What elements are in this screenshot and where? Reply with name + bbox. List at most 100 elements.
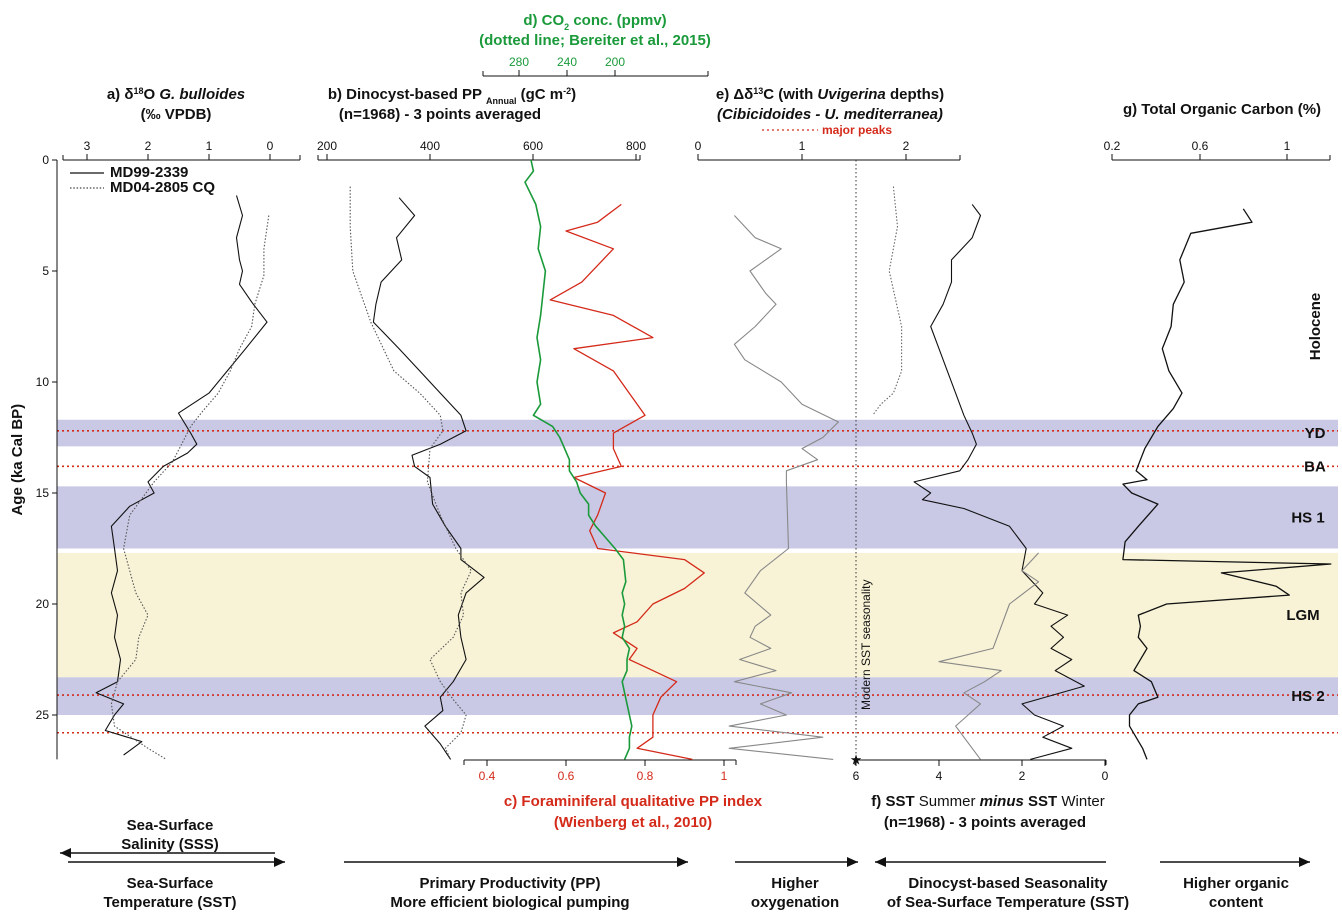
panel-b-title-part: ) [571,86,576,103]
series-f-grey [938,552,1040,760]
period-label-hs-2: HS 2 [1291,688,1324,705]
axis-tick-label-d: 200 [605,55,625,69]
period-bands [57,419,1338,715]
series-a-md04-2805-cq [110,215,270,760]
panel-e-title-line2: (Cibicidoides - U. mediterranea) [717,106,943,123]
legend-major-peaks-label: major peaks [822,123,892,137]
panel-a-title-part: a) δ [107,86,134,103]
axis-tick-label-f: 4 [936,769,943,783]
bottom-ox-line2: oxygenation [751,894,839,911]
axis-tick-label-g: 0.6 [1192,139,1209,153]
series-f-md04-2805-cq [872,186,903,416]
y-tick-label: 5 [42,264,49,278]
band-hs-1 [57,486,1338,549]
series-b-md04-2805-cq [349,186,472,760]
period-label-holocene: Holocene [1307,293,1324,361]
series-b-md99-2339 [372,197,485,760]
panel-f-title-part: Winter [1061,793,1104,810]
bottom-org-line1: Higher organic [1183,875,1289,892]
bottom-sss-line1: Sea-Surface [127,817,214,834]
panel-a-title: a) δ18O G. bulloides [107,86,245,103]
y-tick-label: 0 [42,153,49,167]
panel-a-title-part: O [143,86,159,103]
panel-e-title-part: 13 [753,86,763,96]
series-c-foraminiferal-pp [549,203,705,761]
axis-tick-label-c: 0.6 [558,769,575,783]
panel-f-title-part: f) SST [871,793,919,810]
axis-tick-label-d: 240 [557,55,577,69]
panel-a-title-line2: (‰ VPDB) [141,106,212,123]
axis-tick-label-e: 2 [903,139,910,153]
arrow-sss-head [60,848,71,858]
series-g-toc [1122,208,1332,760]
bottom-seas-line1: Dinocyst-based Seasonality [908,875,1108,892]
panel-d-title-part: conc. (ppmv) [569,12,667,29]
panel-f-title-line2: (n=1968) - 3 points averaged [884,814,1086,831]
y-axis-label: Age (ka Cal BP) [9,404,26,516]
axis-tick-label-b: 600 [523,139,543,153]
bottom-pp-line1: Primary Productivity (PP) [420,875,601,892]
panel-e-title-part: e) Δδ [716,86,753,103]
panel-b-title-part: b) Dinocyst-based PP [328,86,486,103]
panel-f-title-part: Summer [919,793,976,810]
legend-label-md04: MD04-2805 CQ [110,179,215,196]
bottom-sss-line2: Salinity (SSS) [121,836,219,853]
band-yd [57,419,1338,447]
panel-f-title-part: SST [1024,793,1062,810]
arrow-oxygenation-head [847,857,858,867]
bottom-ox-line1: Higher [771,875,819,892]
panel-f-title-part: minus [980,793,1024,810]
series-e-delta-d13c [728,215,839,760]
axis-tick-label-f: 0 [1102,769,1109,783]
panel-c-title-line2: (Wienberg et al., 2010) [554,814,712,831]
panel-b-title-part: (gC m [516,86,563,103]
panel-a-title-part: 18 [133,86,143,96]
panel-b-title-part: -2 [563,86,571,96]
axis-tick-label-d: 280 [509,55,529,69]
major-peak-lines [57,430,1338,734]
y-tick-label: 25 [36,708,50,722]
axis-tick-label-b: 200 [317,139,337,153]
arrow-pp-head [677,857,688,867]
axis-tick-label-g: 1 [1284,139,1291,153]
panel-b-title-line2: (n=1968) - 3 points averaged [339,106,541,123]
panel-e-title-part: Uvigerina [817,86,885,103]
bottom-org-line2: content [1209,894,1263,911]
panel-f-title: f) SST Summer minus SST Winter [871,793,1104,810]
axis-tick-label-b: 800 [626,139,646,153]
band-lgm [57,552,1338,678]
axis-tick-label-c: 0.8 [637,769,654,783]
axis-tick-label-g: 0.2 [1104,139,1121,153]
axis-tick-label-e: 1 [799,139,806,153]
panel-a-title-part: G. bulloides [159,86,245,103]
band-hs-2 [57,677,1338,715]
axis-tick-label-a: 3 [84,139,91,153]
data-series: ★ [95,159,1332,767]
panel-d-title-line2: (dotted line; Bereiter et al., 2015) [479,32,711,49]
axis-tick-label-b: 400 [420,139,440,153]
bottom-sst-line2: Temperature (SST) [103,894,236,911]
axis-tick-label-f: 6 [853,769,860,783]
series-f-md99-2339 [913,204,1085,760]
bottom-pp-line2: More efficient biological pumping [390,894,629,911]
panel-c-title: c) Foraminiferal qualitative PP index [504,793,763,810]
y-tick-label: 15 [36,486,50,500]
axis-tick-label-a: 1 [206,139,213,153]
series-a-md99-2339 [95,195,268,756]
period-label-hs-1: HS 1 [1291,509,1324,526]
bottom-seas-line2: of Sea-Surface Temperature (SST) [887,894,1129,911]
axis-tick-label-a: 2 [145,139,152,153]
bottom-sst-line1: Sea-Surface [127,875,214,892]
labels: Holocene YD BA HS 1 LGM HS 2 Age (ka Cal BP) Mo… [9,12,1326,911]
panel-g-title: g) Total Organic Carbon (%) [1123,101,1321,118]
panel-e-title-part: C (with [763,86,817,103]
axis-tick-label-c: 0.4 [479,769,496,783]
modern-sst-label: Modern SST seasonality [859,579,873,710]
axis-tick-label-a: 0 [267,139,274,153]
arrow-seasonality-head [875,857,886,867]
panel-d-title-part: 2 [564,22,569,32]
axis-tick-label-f: 2 [1019,769,1026,783]
period-label-lgm: LGM [1286,607,1319,624]
